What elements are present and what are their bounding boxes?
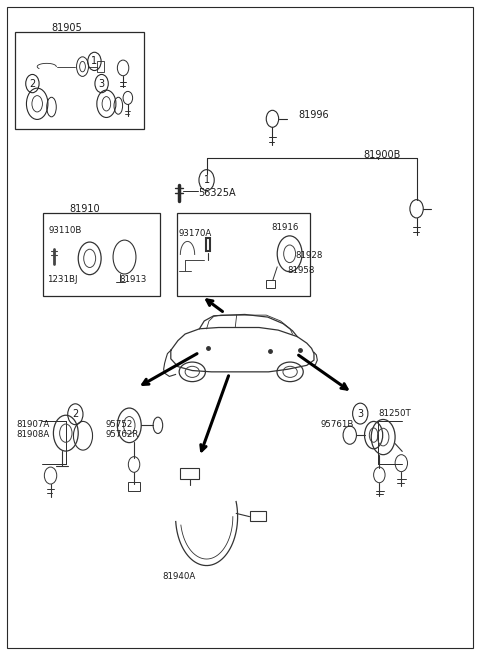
Bar xyxy=(250,512,266,521)
Text: 81996: 81996 xyxy=(298,110,329,120)
Text: 93110B: 93110B xyxy=(48,227,82,235)
Text: 81900B: 81900B xyxy=(363,150,400,160)
Text: 3: 3 xyxy=(357,409,363,419)
Bar xyxy=(43,213,160,296)
Text: 81908A: 81908A xyxy=(17,430,50,439)
Text: 81910: 81910 xyxy=(69,204,100,214)
Text: 56325A: 56325A xyxy=(199,188,236,198)
Text: 93170A: 93170A xyxy=(179,229,212,238)
Bar xyxy=(205,238,210,251)
Text: 81928: 81928 xyxy=(295,252,323,260)
Text: 1: 1 xyxy=(91,56,97,66)
Bar xyxy=(128,482,140,491)
Text: 81913: 81913 xyxy=(120,274,147,284)
Text: 81940A: 81940A xyxy=(163,572,196,581)
Text: 1: 1 xyxy=(204,175,210,185)
Text: 81250T: 81250T xyxy=(378,409,411,418)
Text: 1231BJ: 1231BJ xyxy=(47,274,77,284)
Text: 81907A: 81907A xyxy=(17,420,50,428)
Text: 2: 2 xyxy=(29,79,36,88)
Bar xyxy=(266,280,276,288)
Text: 3: 3 xyxy=(98,79,105,88)
Text: 95752: 95752 xyxy=(106,420,133,428)
Bar xyxy=(97,62,104,72)
Bar xyxy=(180,468,199,479)
Text: 81958: 81958 xyxy=(288,266,315,275)
Text: 2: 2 xyxy=(72,409,79,419)
Text: 95762R: 95762R xyxy=(106,430,139,439)
Text: 81916: 81916 xyxy=(271,223,299,232)
Bar xyxy=(15,32,144,128)
Text: 81905: 81905 xyxy=(51,23,82,33)
Text: 95761B: 95761B xyxy=(320,420,354,428)
Bar xyxy=(177,213,310,296)
